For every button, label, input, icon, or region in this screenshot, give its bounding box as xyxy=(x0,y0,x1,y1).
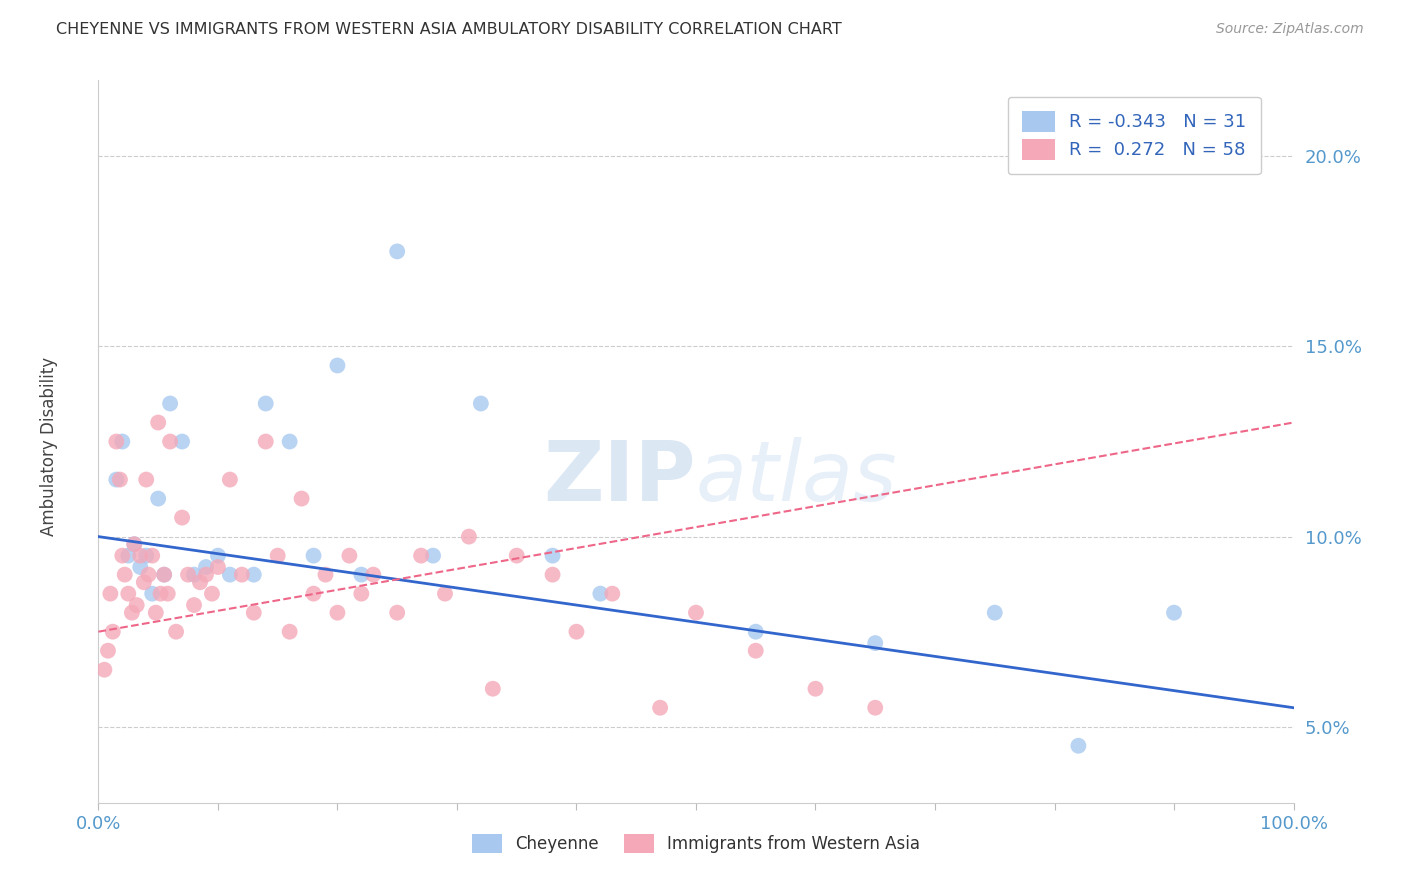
Point xyxy=(207,560,229,574)
Point xyxy=(339,549,361,563)
Point xyxy=(745,624,768,639)
Point xyxy=(125,598,148,612)
Point xyxy=(177,567,200,582)
Legend: Cheyenne, Immigrants from Western Asia: Cheyenne, Immigrants from Western Asia xyxy=(465,827,927,860)
Point xyxy=(482,681,505,696)
Point xyxy=(124,537,146,551)
Point xyxy=(411,549,433,563)
Point xyxy=(93,663,115,677)
Point xyxy=(350,567,373,582)
Point xyxy=(865,636,887,650)
Point xyxy=(108,473,131,487)
Point xyxy=(172,510,194,524)
Point xyxy=(159,396,181,410)
Point xyxy=(434,587,457,601)
Point xyxy=(254,396,277,410)
Point xyxy=(565,624,588,639)
Point xyxy=(219,567,242,582)
Point xyxy=(195,567,218,582)
Point xyxy=(984,606,1007,620)
Point xyxy=(129,560,152,574)
Point xyxy=(589,587,612,601)
Point xyxy=(141,587,163,601)
Point xyxy=(385,606,409,620)
Point xyxy=(165,624,187,639)
Point xyxy=(159,434,181,449)
Point xyxy=(243,606,266,620)
Point xyxy=(685,606,707,620)
Point xyxy=(148,416,170,430)
Point xyxy=(602,587,624,601)
Point xyxy=(101,624,124,639)
Point xyxy=(201,587,224,601)
Point xyxy=(422,549,444,563)
Point xyxy=(254,434,277,449)
Point xyxy=(188,575,211,590)
Point xyxy=(385,244,409,259)
Point xyxy=(350,587,373,601)
Point xyxy=(138,567,160,582)
Text: CHEYENNE VS IMMIGRANTS FROM WESTERN ASIA AMBULATORY DISABILITY CORRELATION CHART: CHEYENNE VS IMMIGRANTS FROM WESTERN ASIA… xyxy=(56,22,842,37)
Point xyxy=(326,606,349,620)
Point xyxy=(291,491,314,506)
Text: Source: ZipAtlas.com: Source: ZipAtlas.com xyxy=(1216,22,1364,37)
Point xyxy=(278,434,301,449)
Point xyxy=(506,549,529,563)
Text: Ambulatory Disability: Ambulatory Disability xyxy=(41,357,58,535)
Text: ZIP: ZIP xyxy=(544,437,696,518)
Point xyxy=(148,491,170,506)
Point xyxy=(231,567,253,582)
Point xyxy=(129,549,152,563)
Point xyxy=(183,567,205,582)
Point xyxy=(124,537,146,551)
Point xyxy=(105,434,128,449)
Point xyxy=(267,549,290,563)
Point xyxy=(114,567,136,582)
Point xyxy=(470,396,492,410)
Point xyxy=(135,549,157,563)
Point xyxy=(1163,606,1185,620)
Point xyxy=(302,549,325,563)
Point xyxy=(117,549,139,563)
Point xyxy=(219,473,242,487)
Point xyxy=(315,567,337,582)
Point xyxy=(98,587,122,601)
Point xyxy=(111,549,134,563)
Point xyxy=(145,606,167,620)
Point xyxy=(458,530,481,544)
Point xyxy=(745,643,768,657)
Point xyxy=(149,587,172,601)
Point xyxy=(195,560,218,574)
Point xyxy=(326,359,349,373)
Point xyxy=(172,434,194,449)
Point xyxy=(156,587,179,601)
Point xyxy=(804,681,827,696)
Point xyxy=(117,587,139,601)
Point xyxy=(541,567,564,582)
Point xyxy=(207,549,229,563)
Point xyxy=(153,567,176,582)
Point xyxy=(278,624,301,639)
Point xyxy=(363,567,385,582)
Point xyxy=(132,575,155,590)
Point xyxy=(135,473,157,487)
Point xyxy=(121,606,143,620)
Point xyxy=(97,643,120,657)
Text: atlas: atlas xyxy=(696,437,897,518)
Point xyxy=(153,567,176,582)
Point xyxy=(1067,739,1090,753)
Point xyxy=(183,598,205,612)
Point xyxy=(111,434,134,449)
Point xyxy=(865,700,887,714)
Point xyxy=(105,473,128,487)
Point xyxy=(541,549,564,563)
Point xyxy=(141,549,163,563)
Point xyxy=(243,567,266,582)
Point xyxy=(650,700,672,714)
Point xyxy=(302,587,325,601)
